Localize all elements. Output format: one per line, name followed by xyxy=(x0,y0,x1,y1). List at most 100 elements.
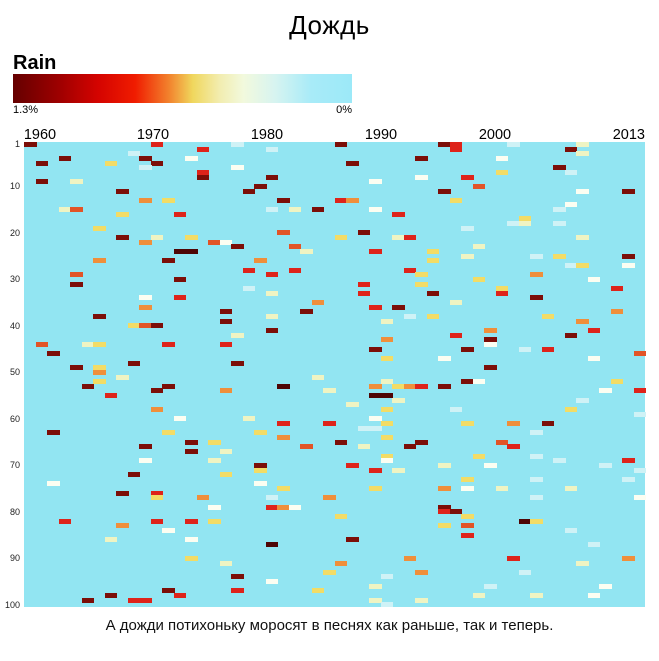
heatmap-cell xyxy=(265,314,278,320)
y-tick-label: 1 xyxy=(14,139,20,150)
heatmap-cell xyxy=(461,379,474,385)
heatmap-cell xyxy=(472,379,485,385)
heatmap-cell xyxy=(196,169,209,175)
heatmap-cell xyxy=(622,458,635,464)
heatmap-cell xyxy=(139,155,152,161)
heatmap-cell xyxy=(265,504,278,510)
legend-min-label: 0% xyxy=(336,104,352,116)
heatmap-cell xyxy=(242,188,255,194)
heatmap-cell xyxy=(150,235,163,240)
heatmap-cell xyxy=(93,225,106,231)
heatmap-cell xyxy=(576,560,589,566)
heatmap-cell xyxy=(461,253,474,259)
heatmap-cell xyxy=(518,569,531,575)
heatmap-cell xyxy=(380,379,393,385)
heatmap-cell xyxy=(415,174,428,180)
heatmap-cell xyxy=(461,486,474,492)
heatmap-cell xyxy=(530,295,543,301)
heatmap-cell xyxy=(346,402,359,408)
heatmap-cell xyxy=(219,239,232,245)
heatmap-cell xyxy=(162,430,175,436)
heatmap-cell xyxy=(265,328,278,333)
heatmap-cell xyxy=(127,151,140,157)
heatmap-cell xyxy=(380,337,393,343)
heatmap-cell xyxy=(484,337,497,343)
heatmap-cell xyxy=(219,341,232,347)
heatmap-cell xyxy=(334,514,347,519)
heatmap-cell xyxy=(449,197,462,203)
heatmap-cell xyxy=(380,407,393,413)
heatmap-cell xyxy=(231,360,244,366)
heatmap-cell xyxy=(219,388,232,394)
heatmap-cell xyxy=(564,202,577,208)
heatmap-cell xyxy=(208,518,221,524)
heatmap-cell xyxy=(150,323,163,329)
heatmap-cell xyxy=(300,248,313,254)
heatmap-cell xyxy=(622,188,635,194)
heatmap-cell xyxy=(403,555,416,561)
heatmap-cell xyxy=(587,541,600,547)
heatmap-cell xyxy=(231,574,244,580)
heatmap-cell xyxy=(576,151,589,157)
heatmap-plot-area xyxy=(24,142,646,608)
heatmap-cell xyxy=(346,160,359,166)
heatmap-cell xyxy=(242,416,255,422)
heatmap-cell xyxy=(185,235,198,240)
heatmap-cell xyxy=(265,272,278,278)
heatmap-cell xyxy=(438,462,451,468)
heatmap-cell xyxy=(438,509,451,515)
heatmap-cell xyxy=(254,481,267,487)
heatmap-cell xyxy=(380,458,393,464)
heatmap-cell xyxy=(173,248,186,254)
heatmap-cell xyxy=(507,142,520,147)
heatmap-cell xyxy=(507,421,520,426)
heatmap-cell xyxy=(93,258,106,264)
heatmap-cell xyxy=(185,448,198,454)
heatmap-cell xyxy=(518,216,531,222)
x-tick-label: 2013 xyxy=(612,127,645,143)
heatmap-cell xyxy=(449,332,462,338)
heatmap-cell xyxy=(162,258,175,264)
heatmap-cell xyxy=(541,421,554,426)
heatmap-cell xyxy=(495,155,508,161)
heatmap-cell xyxy=(185,248,198,254)
heatmap-cell xyxy=(173,295,186,301)
y-tick-label: 60 xyxy=(9,413,20,424)
heatmap-cell xyxy=(104,537,117,543)
heatmap-cell xyxy=(277,486,290,492)
heatmap-cell xyxy=(449,146,462,152)
heatmap-cell xyxy=(564,332,577,338)
heatmap-cell xyxy=(116,235,129,240)
heatmap-cell xyxy=(231,332,244,338)
heatmap-cell xyxy=(254,467,267,473)
heatmap-cell xyxy=(622,262,635,268)
heatmap-cell xyxy=(231,142,244,147)
heatmap-cell xyxy=(81,341,94,347)
heatmap-cell xyxy=(369,467,382,473)
heatmap-cell xyxy=(323,569,336,575)
heatmap-cell xyxy=(553,221,566,227)
heatmap-cell xyxy=(438,523,451,529)
heatmap-cell xyxy=(311,300,324,306)
heatmap-cell xyxy=(426,258,439,264)
heatmap-cell xyxy=(346,537,359,543)
heatmap-cell xyxy=(576,397,589,403)
heatmap-cell xyxy=(116,374,129,380)
heatmap-cell xyxy=(311,588,324,594)
heatmap-cell xyxy=(93,314,106,320)
heatmap-cell xyxy=(622,555,635,561)
heatmap-cell xyxy=(564,527,577,533)
heatmap-cell xyxy=(553,207,566,213)
heatmap-cell xyxy=(150,518,163,524)
heatmap-cell xyxy=(530,272,543,278)
heatmap-cell xyxy=(403,314,416,320)
heatmap-cell xyxy=(369,383,382,389)
heatmap-cell xyxy=(610,286,623,292)
heatmap-cell xyxy=(495,486,508,492)
heatmap-cell xyxy=(380,355,393,361)
heatmap-cell xyxy=(576,188,589,194)
heatmap-cell xyxy=(576,235,589,240)
heatmap-cell xyxy=(219,560,232,566)
heatmap-cell xyxy=(81,383,94,389)
heatmap-cell xyxy=(369,207,382,213)
